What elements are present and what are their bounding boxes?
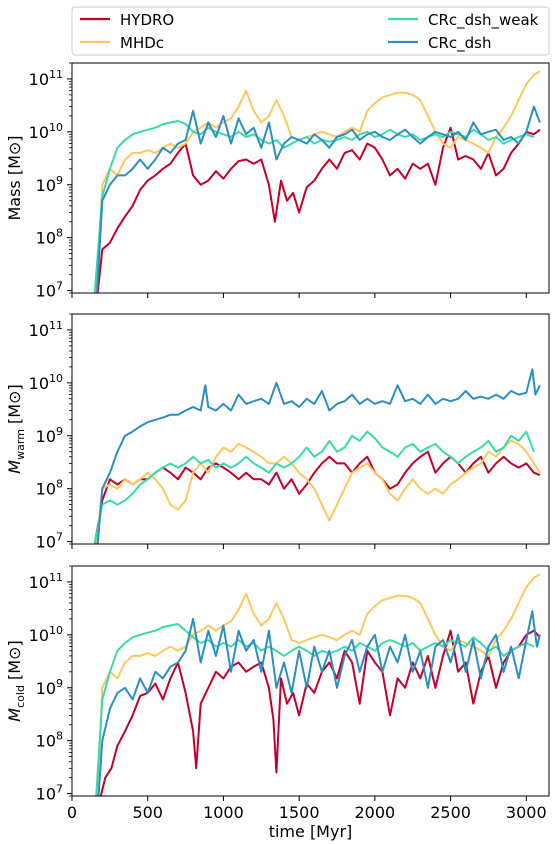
y-tick-label: 107 [36,531,63,552]
legend: HYDRO MHDc CRc_dsh_weak CRc_dsh [71,6,550,56]
series-group [93,70,541,293]
legend-label-crc-dsh-weak: CRc_dsh_weak [428,11,539,30]
y-tick-label: 108 [36,227,63,248]
plot-frame [71,62,550,294]
series-line-hydro [93,450,541,544]
legend-label-hydro: HYDRO [120,11,174,29]
y-axis-label: Mass [M⊙] [5,135,24,220]
x-tick-label: 3000 [506,803,547,822]
y-tick-label: 108 [36,478,63,499]
series-group [93,368,541,544]
series-line-crc-dsh [96,105,541,293]
x-tick-label: 0 [67,803,77,822]
x-axis-label: time [Myr] [269,822,353,841]
series-line-hydro [96,126,541,293]
series-line-mhdc [96,573,541,796]
panel-3: 107 108 109 1010 1011 0 500 1000 1500 2000 2500 300… [5,565,550,841]
x-tick-label: 2500 [430,803,471,822]
x-tick-label: 500 [132,803,163,822]
series-line-mhdc [95,439,541,544]
y-tick-label: 1010 [29,372,63,393]
y-tick-label: 1011 [29,571,63,592]
legend-label-crc-dsh: CRc_dsh [428,34,492,53]
legend-frame [71,6,550,56]
y-tick-label: 107 [36,280,63,301]
plot-frame [71,565,550,797]
plot-frame [71,313,550,545]
x-tick-label: 1000 [203,803,244,822]
y-tick-label: 1011 [29,68,63,89]
y-tick-label: 1011 [29,319,63,340]
x-tick-label: 1500 [279,803,320,822]
series-line-crc-dsh [97,610,541,796]
x-tick-label: 2000 [354,803,395,822]
panel-1: 107 108 109 1010 1011 Mass [M⊙] [5,62,550,301]
series-line-crc-dsh-weak [93,430,535,544]
legend-label-mhdc: MHDc [120,34,164,52]
series-line-crc-dsh [96,368,541,544]
series-line-mhdc [95,70,541,293]
y-tick-label: 109 [36,677,63,698]
y-axis-label: Mcold [M⊙] [5,640,27,721]
series-line-crc-dsh-weak [93,120,535,293]
y-tick-label: 1010 [29,624,63,645]
y-tick-label: 108 [36,730,63,751]
y-tick-label: 1010 [29,121,63,142]
panel-2: 107 108 109 1010 1011 Mwarm [M⊙] [5,313,550,552]
y-axis-label: Mwarm [M⊙] [5,384,27,473]
series-line-hydro [99,629,541,796]
y-tick-label: 109 [36,174,63,195]
y-tick-label: 107 [36,783,63,804]
y-tick-label: 109 [36,425,63,446]
series-group [95,573,541,796]
